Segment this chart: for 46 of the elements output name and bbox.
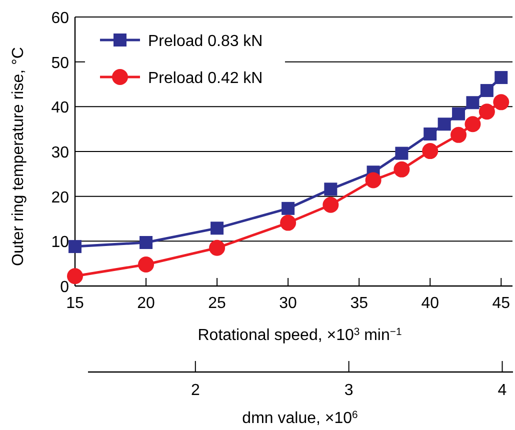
point [438, 118, 451, 131]
point [478, 104, 495, 120]
x-tick-label: 15 [66, 295, 84, 312]
y-tick-label: 10 [51, 234, 70, 252]
y-tick-label: 0 [60, 279, 70, 296]
point [464, 116, 481, 132]
point [493, 94, 510, 110]
point [365, 172, 382, 188]
point [209, 240, 226, 256]
x-tick-label: 30 [279, 295, 298, 312]
point [452, 107, 466, 120]
point [140, 236, 153, 250]
point [324, 182, 338, 196]
point [422, 143, 438, 160]
point [282, 202, 295, 215]
x2-tick-label: 4 [498, 382, 507, 399]
point [322, 196, 339, 213]
x-tick-label: 20 [137, 295, 156, 312]
point [68, 240, 82, 254]
y-tick-label: 60 [51, 10, 70, 27]
x2-axis-title: dmn value, ×10$^{6}$ [242, 410, 358, 427]
point [210, 222, 224, 235]
point [395, 146, 408, 160]
legend-label: Preload 0.42 kN [148, 70, 263, 87]
point [394, 161, 410, 178]
y-tick-label: 50 [51, 54, 70, 72]
x-tick-label: 35 [350, 295, 368, 312]
point [424, 128, 437, 141]
legend-label: Preload 0.83 kN [148, 33, 263, 50]
y-tick-label: 30 [51, 144, 70, 162]
x-tick-label: 40 [421, 295, 440, 312]
point [67, 268, 83, 284]
x-tick-label: 45 [492, 295, 510, 312]
x-tick-label: 25 [208, 295, 226, 312]
point [450, 126, 467, 143]
point [138, 256, 154, 272]
point [494, 71, 508, 84]
y-tick-label: 20 [51, 189, 70, 206]
point [280, 214, 296, 231]
x2-tick-label: 3 [344, 382, 354, 399]
x2-tick-label: 2 [190, 382, 200, 399]
y-tick-label: 40 [51, 100, 70, 117]
x-axis-title: Rotational speed, ×10$^{3}$ min$^{−1}$ [198, 326, 402, 344]
point [466, 96, 480, 110]
y-axis-title: Outer ring temperature rise, °C [10, 47, 27, 266]
point [480, 84, 494, 98]
